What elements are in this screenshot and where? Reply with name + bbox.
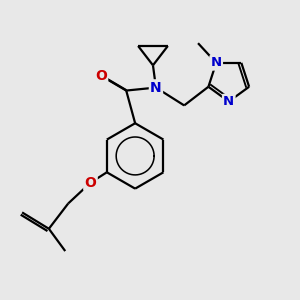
Text: N: N: [211, 56, 222, 69]
Text: O: O: [85, 176, 96, 190]
Text: N: N: [223, 95, 234, 108]
Text: O: O: [95, 69, 107, 83]
Text: N: N: [150, 81, 162, 94]
